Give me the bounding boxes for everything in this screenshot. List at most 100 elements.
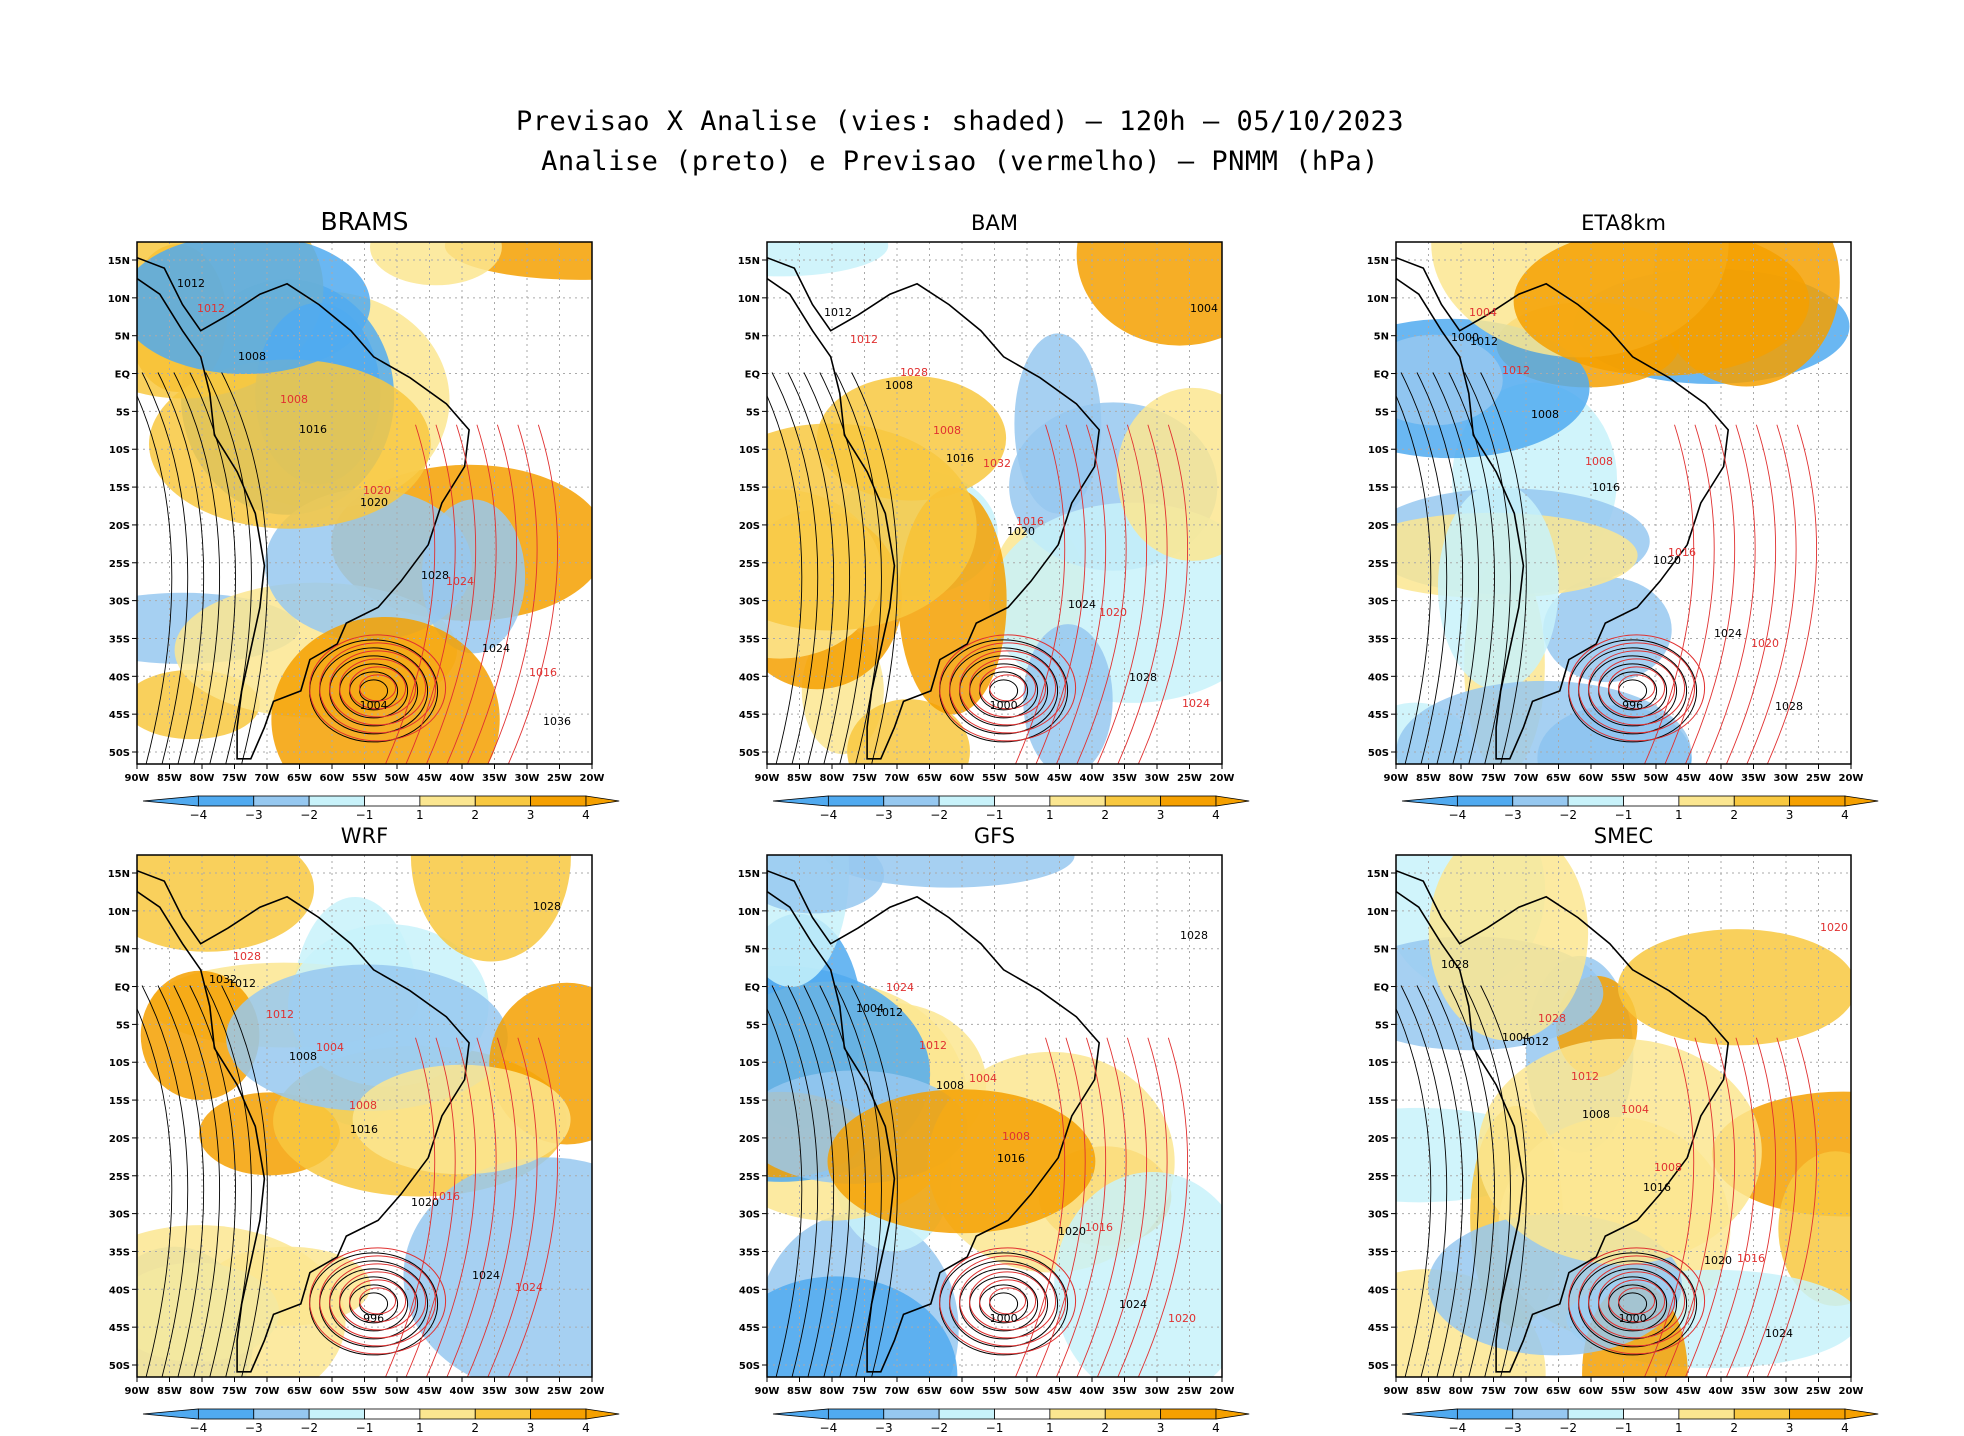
lat-tick-label: 25S [109,559,130,570]
bias-shading [1116,387,1222,561]
forecast-isobar [1588,1263,1686,1339]
lat-tick-label: EQ [745,983,760,994]
lon-tick-label: 85W [157,773,182,784]
lat-tick-label: 15N [738,256,760,267]
colorbar-label: 3 [1157,1421,1165,1435]
lat-tick-label: 15S [109,1096,130,1107]
forecast-isobar [329,650,427,726]
lon-tick-label: 65W [917,1386,942,1397]
colorbar-label: 4 [1841,1421,1849,1435]
colorbar-label: −1 [356,1421,374,1435]
lon-tick-label: 60W [950,1386,975,1397]
lat-tick-label: 5S [116,1020,130,1031]
lat-tick-label: 25S [1368,1172,1389,1183]
analysis-contour-label: 1012 [824,306,852,319]
bias-shading [847,699,970,764]
bias-shading [1513,242,1810,376]
analysis-contour-label: 1020 [1058,1225,1086,1238]
lon-tick-label: 30W [1145,773,1170,784]
analysis-contour-label: 1024 [1714,627,1742,640]
colorbar-segment [253,1408,310,1420]
lon-tick-label: 80W [1449,1386,1474,1397]
forecast-contour-label: 1020 [363,484,391,497]
colorbar-label: −4 [820,1421,838,1435]
analysis-contour-label: 1012 [875,1006,903,1019]
low-center-label: 1004 [360,699,388,712]
lat-tick-label: 50S [109,1361,130,1372]
lon-tick-label: 60W [950,773,975,784]
colorbar-label: −2 [300,808,318,822]
lat-tick-label: EQ [115,370,130,381]
forecast-isobar [989,674,1027,702]
lat-tick-label: 45S [1368,1323,1389,1334]
map-panel-brams: BRAMS10041012100810161020102810241036101… [108,207,620,822]
lat-tick-label: 5S [1375,407,1389,418]
analysis-isobar [1480,985,1527,1377]
colorbar-label: 1 [1675,1421,1683,1435]
analysis-contour-label: 1016 [1592,481,1620,494]
lon-tick-label: 85W [787,773,812,784]
colorbar-segment [1733,1408,1791,1420]
analysis-contour-label: 1012 [228,977,256,990]
analysis-contour-label: 1028 [1441,958,1469,971]
lon-tick-label: 85W [157,1386,182,1397]
colorbar-segment [1567,795,1624,807]
colorbar-segment [1623,795,1680,807]
colorbar-segment [994,1408,1051,1420]
colorbar-label: −4 [1449,1421,1467,1435]
lat-tick-label: 5S [746,407,760,418]
forecast-contour-label: 1016 [1016,515,1044,528]
lon-tick-label: 30W [1145,1386,1170,1397]
forecast-isobar [1618,674,1656,702]
lon-tick-label: 25W [547,1386,572,1397]
bias-shading [1014,333,1102,514]
colorbar-segment [474,795,532,807]
coastline [137,869,470,1373]
colorbar-segment [1623,1408,1680,1420]
forecast-isobar [949,1255,1067,1347]
lon-tick-label: 30W [1774,1386,1799,1397]
analysis-contour-label: 1036 [543,715,571,728]
analysis-contour-label: 1008 [289,1050,317,1063]
colorbar-segment [883,1408,940,1420]
lon-tick-label: 40W [450,773,475,784]
lon-tick-label: 75W [1481,773,1506,784]
lon-tick-label: 35W [1112,1386,1137,1397]
colorbar-label: 1 [1675,808,1683,822]
colorbar-segment [1678,795,1735,807]
forecast-isobar [1568,1247,1706,1355]
colorbar-label: 1 [416,1421,424,1435]
forecast-isobar [507,1037,558,1377]
analysis-contour-label: 1024 [472,1269,500,1282]
analysis-contour-label: 1020 [1007,525,1035,538]
colorbar-label: −4 [820,808,838,822]
analysis-contour-label: 1016 [350,1123,378,1136]
forecast-isobar [329,1263,427,1339]
analysis-contour-label: 1004 [1502,1031,1530,1044]
lon-tick-label: 80W [190,773,215,784]
panel-title: BRAMS [320,207,408,236]
colorbar-arrow-right [585,1408,620,1420]
colorbar-label: 2 [1101,808,1109,822]
forecast-isobar [1598,658,1676,718]
lat-tick-label: 35S [739,634,760,645]
colorbar-segment [197,1408,255,1420]
lon-tick-label: 20W [1839,773,1864,784]
analysis-contour-label: 1016 [299,423,327,436]
forecast-isobar [446,424,497,764]
analysis-contour-label: 1032 [209,973,237,986]
analysis-contour-label: 1012 [1470,335,1498,348]
analysis-isobar [141,985,189,1377]
forecast-isobar [1705,1037,1756,1377]
analysis-isobar [137,1007,173,1377]
forecast-contour-label: 1008 [1002,1130,1030,1143]
analysis-isobar [1416,985,1464,1377]
analysis-isobar [1464,985,1511,1377]
forecast-contour-label: 1012 [266,1008,294,1021]
forecast-isobar [405,424,456,764]
forecast-contour-label: 1020 [1168,1312,1196,1325]
forecast-contour-label: 1012 [850,333,878,346]
colorbar-label: −2 [930,808,948,822]
lon-tick-label: 85W [787,1386,812,1397]
analysis-contour-label: 1024 [1119,1298,1147,1311]
